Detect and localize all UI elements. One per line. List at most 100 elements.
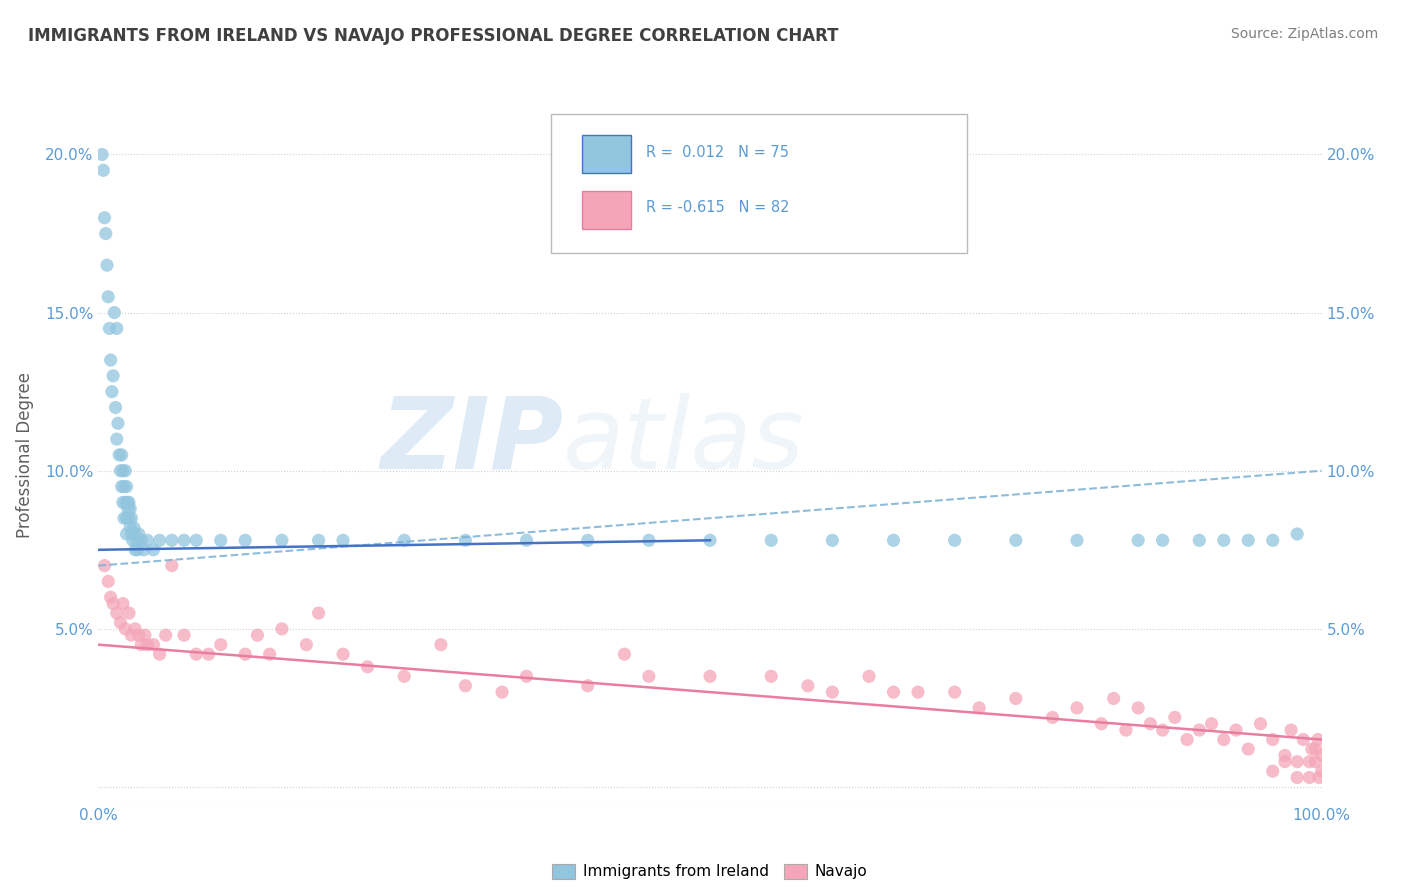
Point xyxy=(1286,527,1309,541)
Text: R =  0.012   N = 75: R = 0.012 N = 75 xyxy=(647,145,789,160)
Point xyxy=(115,511,138,525)
Point xyxy=(118,606,141,620)
Point xyxy=(1102,691,1125,706)
Point xyxy=(392,669,416,683)
Point xyxy=(98,321,121,335)
Point xyxy=(120,511,142,525)
Point xyxy=(124,542,146,557)
Point xyxy=(1279,723,1302,737)
Point xyxy=(120,527,142,541)
Point xyxy=(270,622,294,636)
Point xyxy=(1066,533,1088,548)
Point xyxy=(270,533,294,548)
Point xyxy=(120,521,142,535)
Point xyxy=(97,290,120,304)
Point xyxy=(1261,533,1284,548)
Point xyxy=(112,479,135,493)
Point xyxy=(943,533,966,548)
Point xyxy=(1237,742,1260,756)
Point xyxy=(1286,755,1309,769)
Point xyxy=(1292,732,1315,747)
Point xyxy=(1225,723,1247,737)
Point xyxy=(1301,742,1323,756)
Point xyxy=(1042,710,1064,724)
Point xyxy=(1298,755,1320,769)
Point xyxy=(111,597,134,611)
Text: atlas: atlas xyxy=(564,392,804,490)
Point xyxy=(100,353,122,368)
Point xyxy=(136,533,159,548)
Point xyxy=(94,227,117,241)
Point xyxy=(1310,748,1333,763)
Point xyxy=(858,669,880,683)
Point xyxy=(91,163,114,178)
FancyBboxPatch shape xyxy=(582,135,630,173)
Point xyxy=(308,606,330,620)
Point xyxy=(1237,533,1260,548)
Point xyxy=(120,628,142,642)
Y-axis label: Professional Degree: Professional Degree xyxy=(15,372,34,538)
Point xyxy=(114,495,136,509)
Point xyxy=(111,479,134,493)
Point xyxy=(160,558,183,573)
Point xyxy=(105,606,128,620)
Point xyxy=(142,638,165,652)
Point xyxy=(821,533,844,548)
Text: Source: ZipAtlas.com: Source: ZipAtlas.com xyxy=(1230,27,1378,41)
Point xyxy=(761,669,783,683)
Point xyxy=(118,511,141,525)
Point xyxy=(1250,716,1272,731)
Point xyxy=(233,647,256,661)
Point xyxy=(93,558,115,573)
Point xyxy=(101,368,124,383)
Point xyxy=(128,628,150,642)
Point xyxy=(430,638,453,652)
Point xyxy=(129,638,152,652)
Point xyxy=(1152,533,1174,548)
Text: ZIP: ZIP xyxy=(380,392,564,490)
Point xyxy=(613,647,636,661)
Point xyxy=(160,533,183,548)
Point xyxy=(1139,716,1161,731)
Point xyxy=(117,501,139,516)
Point xyxy=(173,533,195,548)
Point xyxy=(638,533,661,548)
Text: IMMIGRANTS FROM IRELAND VS NAVAJO PROFESSIONAL DEGREE CORRELATION CHART: IMMIGRANTS FROM IRELAND VS NAVAJO PROFES… xyxy=(28,27,838,45)
Point xyxy=(112,511,135,525)
Point xyxy=(114,464,136,478)
Point xyxy=(332,533,354,548)
Legend: Immigrants from Ireland, Navajo: Immigrants from Ireland, Navajo xyxy=(547,857,873,886)
Point xyxy=(101,597,124,611)
Point xyxy=(1212,732,1234,747)
FancyBboxPatch shape xyxy=(551,114,967,253)
Point xyxy=(122,521,145,535)
Point xyxy=(1004,691,1026,706)
Point xyxy=(136,638,159,652)
Point xyxy=(97,574,120,589)
Point xyxy=(332,647,354,661)
Point xyxy=(356,660,378,674)
Point xyxy=(120,501,142,516)
Point xyxy=(114,622,136,636)
Point xyxy=(117,495,139,509)
Point xyxy=(576,679,599,693)
Point xyxy=(93,211,115,225)
Point xyxy=(967,701,990,715)
Point xyxy=(1308,771,1330,785)
Point xyxy=(699,669,721,683)
Point xyxy=(1305,755,1327,769)
Point xyxy=(111,448,134,462)
Point xyxy=(110,615,132,630)
Point xyxy=(1212,533,1234,548)
Point xyxy=(1090,716,1112,731)
Point xyxy=(111,495,134,509)
Point xyxy=(115,479,138,493)
Point xyxy=(134,628,156,642)
Point xyxy=(699,533,721,548)
Point xyxy=(91,147,114,161)
Point xyxy=(104,401,127,415)
Point xyxy=(197,647,219,661)
Point xyxy=(1305,742,1327,756)
Point xyxy=(101,384,124,399)
Point xyxy=(107,417,129,431)
